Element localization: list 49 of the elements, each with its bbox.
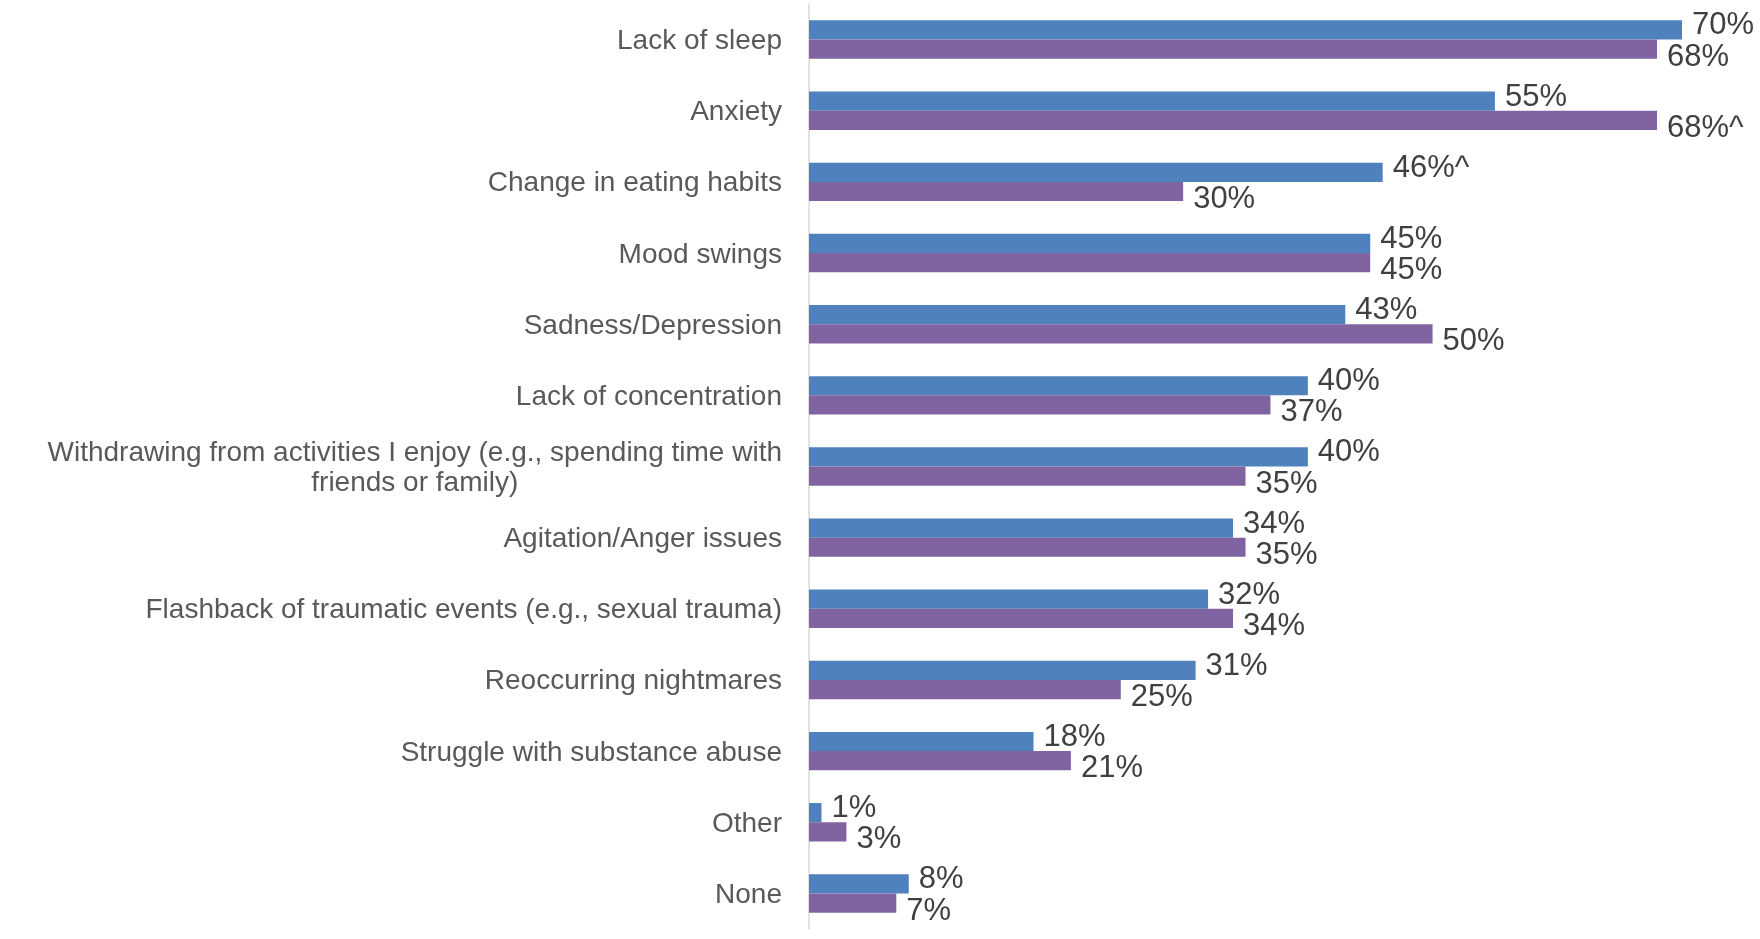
data-label: 31% bbox=[1205, 646, 1268, 682]
bar bbox=[809, 233, 1371, 254]
y-tick-label: Agitation/Anger issues bbox=[503, 522, 782, 554]
data-label: 40% bbox=[1317, 433, 1380, 469]
y-tick-label: Struggle with substance abuse bbox=[400, 735, 782, 767]
data-label: 68%^ bbox=[1667, 108, 1745, 144]
bar bbox=[809, 20, 1682, 40]
bar bbox=[809, 466, 1246, 486]
bar bbox=[809, 376, 1308, 396]
y-tick-label: Reoccurring nightmares bbox=[484, 664, 782, 696]
bar bbox=[809, 39, 1658, 59]
y-tick-label: Sadness/Depression bbox=[523, 308, 782, 340]
bar bbox=[809, 751, 1071, 771]
bar bbox=[809, 731, 1034, 752]
bar bbox=[809, 893, 897, 913]
bar bbox=[809, 874, 909, 894]
y-tick-label: Lack of sleep bbox=[617, 24, 782, 56]
bar bbox=[809, 91, 1495, 111]
data-label: 46%^ bbox=[1392, 148, 1470, 184]
bar bbox=[809, 181, 1184, 202]
bar bbox=[809, 253, 1371, 273]
data-label: 43% bbox=[1355, 291, 1418, 327]
y-tick-label: Withdrawing from activities I enjoy (e.g., spending time with friends or family) bbox=[47, 436, 782, 497]
bar bbox=[809, 660, 1196, 680]
bar bbox=[809, 324, 1433, 344]
y-tick-label: Change in eating habits bbox=[487, 166, 782, 198]
bar bbox=[809, 518, 1234, 538]
data-label: 30% bbox=[1193, 179, 1256, 215]
bar bbox=[809, 608, 1234, 629]
data-label: 35% bbox=[1255, 464, 1318, 500]
bar bbox=[809, 822, 847, 842]
bar bbox=[809, 395, 1271, 415]
bar bbox=[809, 589, 1209, 609]
data-label: 25% bbox=[1130, 678, 1193, 714]
y-tick-label: Mood swings bbox=[618, 237, 782, 269]
y-tick-label: None bbox=[715, 877, 782, 909]
y-tick-label: Flashback of traumatic events (e.g., sexual trauma) bbox=[145, 593, 782, 625]
bar bbox=[809, 162, 1383, 182]
bar bbox=[809, 803, 822, 823]
bar bbox=[809, 304, 1346, 325]
data-label: 50% bbox=[1442, 322, 1505, 358]
data-label: 55% bbox=[1504, 77, 1567, 113]
bar bbox=[809, 537, 1246, 557]
bar bbox=[809, 447, 1308, 467]
y-tick-label: Lack of concentration bbox=[515, 379, 782, 411]
bar bbox=[809, 679, 1121, 700]
bar bbox=[809, 110, 1658, 130]
y-tick-label: Anxiety bbox=[690, 95, 782, 127]
y-tick-label: Other bbox=[711, 806, 782, 838]
